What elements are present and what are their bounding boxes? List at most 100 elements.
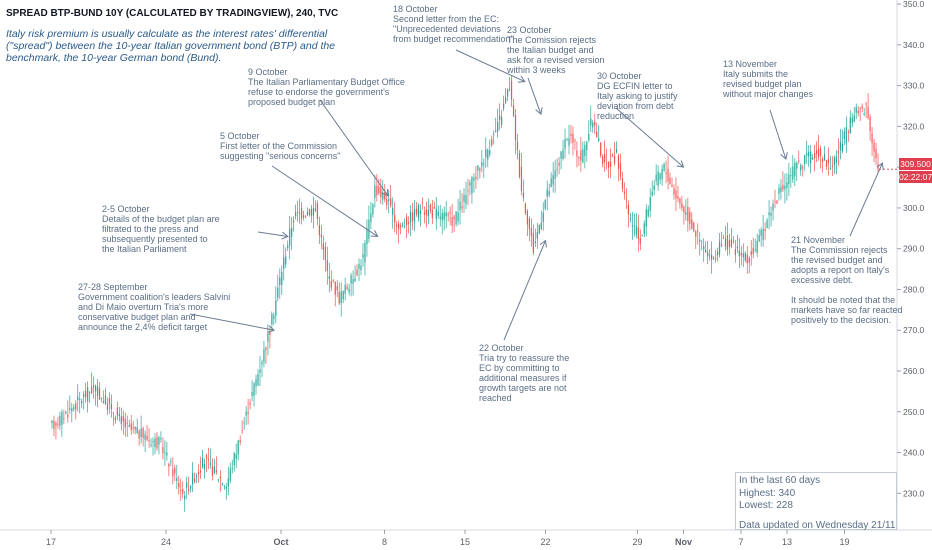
candle-body: [728, 240, 731, 248]
candle-body: [825, 160, 828, 167]
candle-body: [417, 205, 420, 218]
candle-body: [808, 151, 810, 157]
candle-body: [707, 252, 709, 257]
candle-body: [384, 192, 386, 200]
candle-body: [419, 210, 422, 215]
annotation-arrow-line: [849, 162, 883, 237]
candle-body: [275, 300, 277, 316]
candle-body: [794, 162, 796, 177]
candle-body: [863, 113, 865, 115]
candle-body: [350, 275, 352, 284]
candle-body: [788, 174, 790, 184]
candle-body: [867, 106, 869, 118]
candle-body: [51, 420, 53, 424]
candle-body: [324, 246, 326, 261]
candle-body: [556, 168, 558, 170]
candle-body: [483, 163, 485, 165]
candle-body: [463, 195, 465, 202]
candle-body: [215, 470, 218, 472]
candle-body: [211, 466, 214, 476]
candle-body: [732, 240, 735, 242]
candle-body: [136, 427, 138, 433]
candle-body: [532, 233, 534, 253]
candle-body: [841, 143, 843, 152]
candle-body: [118, 413, 120, 417]
candle-body: [91, 386, 93, 393]
x-tick-label: 19: [839, 537, 849, 547]
candle-body: [152, 441, 154, 443]
candle-body: [473, 177, 475, 181]
candle-body: [73, 407, 75, 409]
candle-body: [79, 399, 81, 401]
candle-body: [366, 228, 368, 245]
annotation-arrow-line: [503, 240, 546, 341]
candle-body: [645, 209, 647, 227]
candle-body: [168, 463, 170, 467]
candle-body: [225, 486, 227, 489]
candle-body: [425, 209, 427, 215]
candle-body: [433, 206, 435, 209]
candle-body: [699, 239, 701, 242]
x-tick-label: 15: [460, 537, 470, 547]
candle-body: [720, 244, 723, 247]
candle-body: [493, 133, 495, 135]
annotation-nov-21: 21 November The Commission rejects the r…: [791, 235, 903, 325]
candle-body: [816, 149, 818, 154]
candle-body: [837, 150, 839, 154]
candle-body: [243, 422, 245, 424]
candle-body: [265, 347, 267, 351]
candle-body: [251, 391, 253, 397]
candle-body: [108, 398, 111, 404]
candle-body: [833, 157, 836, 166]
candle-body: [447, 213, 449, 216]
candle-body: [871, 133, 873, 144]
candle-body: [831, 166, 834, 168]
candle-body: [665, 172, 667, 174]
y-tick-label: 260.0: [903, 366, 925, 376]
candle-body: [267, 333, 269, 342]
candle-body: [857, 110, 859, 114]
candle-body: [160, 438, 162, 440]
candle-body: [584, 145, 586, 156]
candle-body: [77, 396, 79, 400]
candle-body: [746, 254, 748, 264]
candle-body: [308, 209, 311, 216]
candle-body: [598, 138, 600, 141]
candle-body: [475, 176, 477, 180]
annotation-arrow-line: [455, 49, 526, 82]
candle-body: [566, 138, 568, 140]
x-tick-label: 29: [632, 537, 642, 547]
candle-body: [69, 408, 71, 410]
annotation-arrow-head: [539, 239, 547, 248]
candle-body: [285, 256, 287, 265]
candle-body: [81, 400, 83, 404]
candle-body: [106, 403, 109, 410]
candle-body: [148, 440, 150, 442]
candle-body: [75, 403, 77, 410]
candle-body: [346, 286, 348, 290]
candle-body: [261, 362, 263, 365]
candle-body: [439, 216, 441, 219]
candle-body: [205, 455, 208, 459]
candle-body: [400, 225, 402, 228]
candle-body: [861, 105, 863, 109]
stats-updated: Data updated on Wednesday 21/11: [739, 519, 896, 531]
candle-body: [649, 197, 651, 211]
candle-body: [59, 415, 61, 426]
annotation-arrow-line: [769, 109, 787, 160]
candle-body: [293, 220, 295, 223]
candle-body: [768, 212, 770, 216]
candle-body: [227, 478, 229, 487]
candle-body: [132, 427, 134, 429]
candle-body: [281, 272, 283, 285]
candle-body: [316, 203, 319, 220]
candle-body: [695, 231, 697, 237]
candle-body: [600, 142, 602, 156]
candle-body: [362, 254, 364, 258]
candle-body: [354, 278, 356, 282]
candle-body: [869, 117, 871, 132]
candle-body: [796, 162, 798, 169]
candle-body: [241, 429, 243, 431]
annotation-arrow-head: [517, 75, 526, 83]
candle-body: [536, 232, 538, 239]
